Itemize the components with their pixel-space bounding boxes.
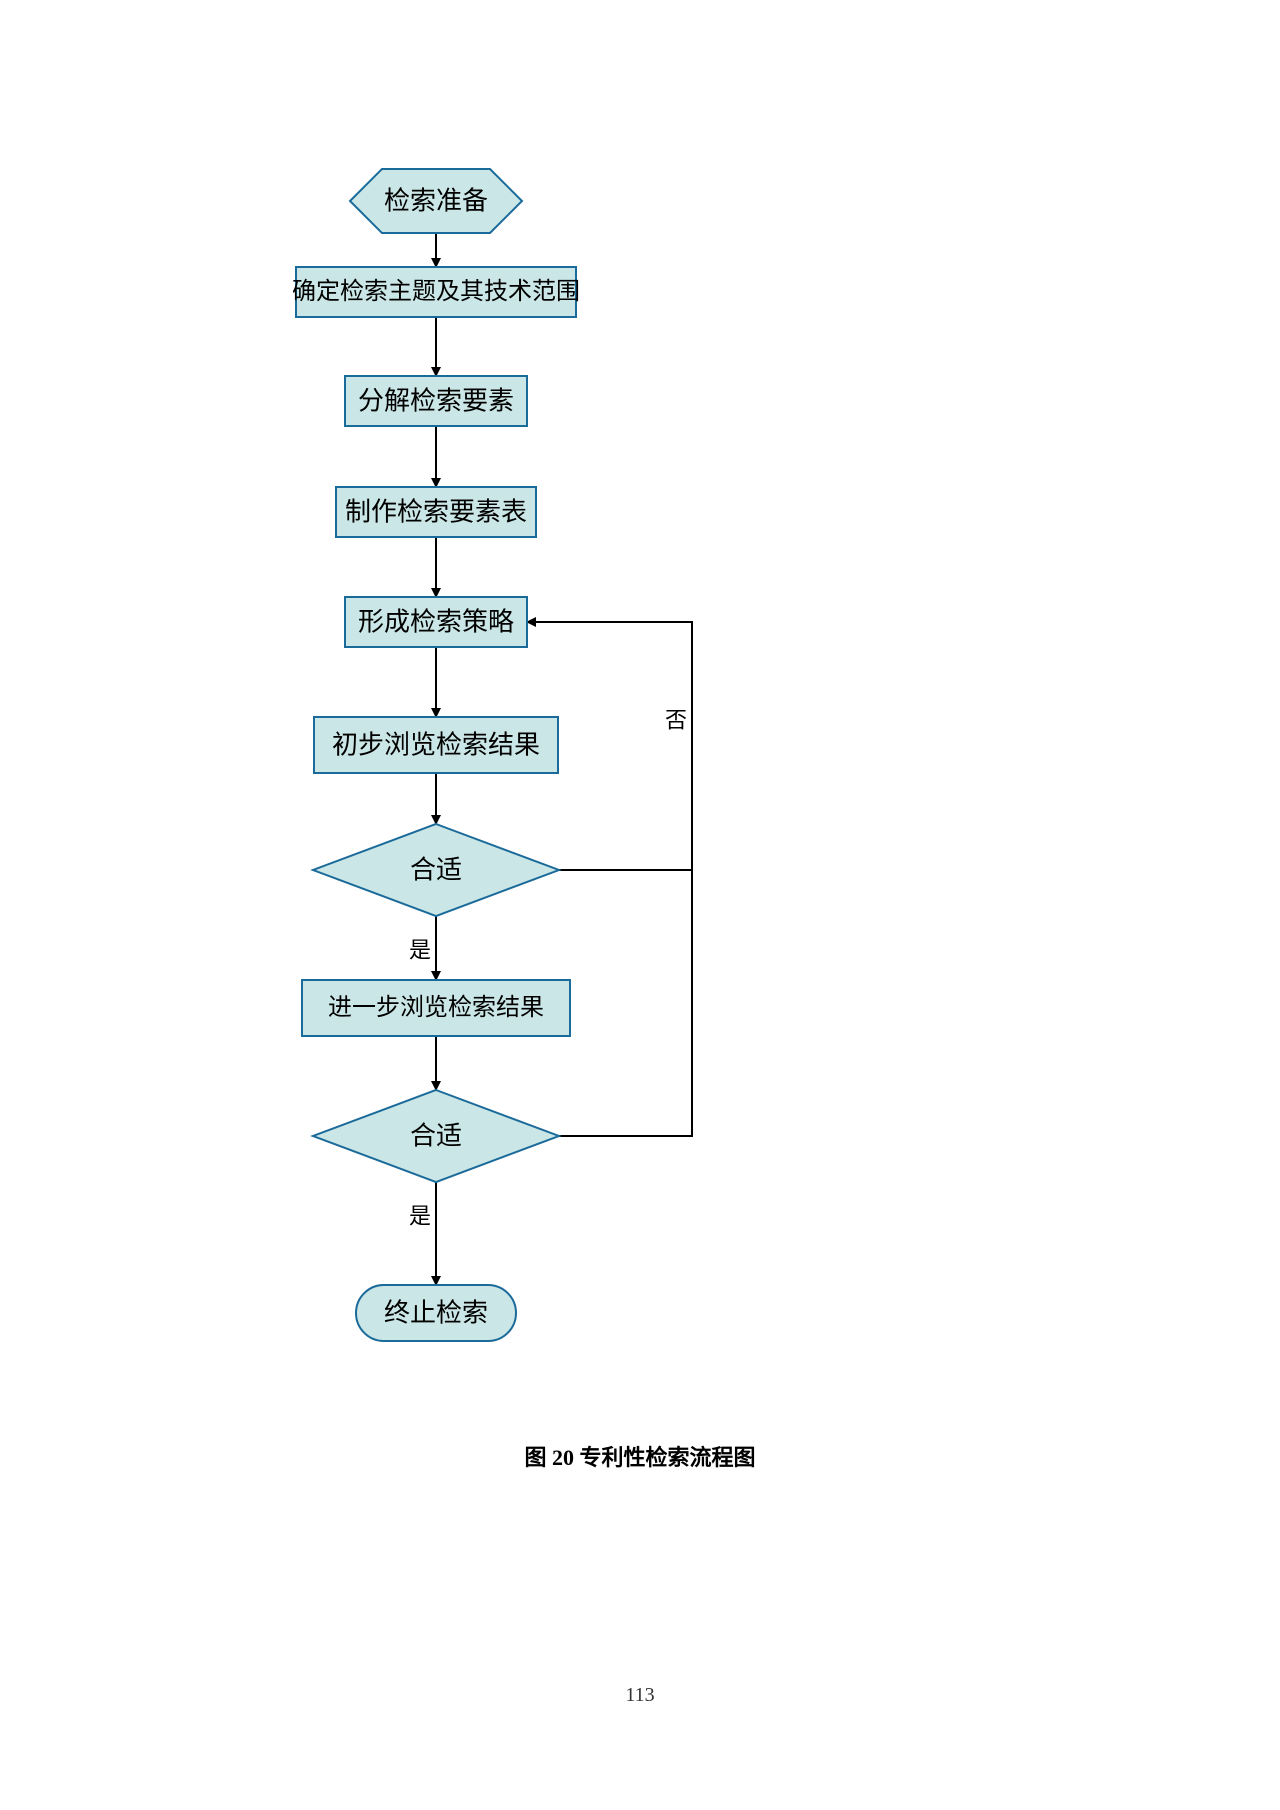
flow-node: 制作检索要素表 <box>336 487 536 537</box>
flow-node: 终止检索 <box>356 1285 516 1341</box>
flowchart-svg: 是是否检索准备确定检索主题及其技术范围分解检索要素制作检索要素表形成检索策略初步… <box>0 0 1280 1810</box>
page-number-text: 113 <box>625 1684 654 1706</box>
flow-node: 确定检索主题及其技术范围 <box>292 267 580 317</box>
flow-node: 形成检索策略 <box>345 597 527 647</box>
node-label: 检索准备 <box>384 187 488 216</box>
edge <box>559 870 692 1136</box>
figure-caption: 图 20 专利性检索流程图 <box>0 1440 1280 1472</box>
node-label: 制作检索要素表 <box>345 498 527 527</box>
node-label: 合适 <box>410 856 462 885</box>
node-label: 初步浏览检索结果 <box>332 731 540 760</box>
flow-node: 合适 <box>313 1090 559 1182</box>
edge-label: 是 <box>409 938 431 963</box>
node-label: 进一步浏览检索结果 <box>328 994 544 1021</box>
figure-caption-text: 图 20 专利性检索流程图 <box>524 1445 755 1470</box>
page-number: 113 <box>0 1684 1280 1707</box>
node-label: 形成检索策略 <box>358 608 514 637</box>
flow-node: 检索准备 <box>350 169 522 233</box>
node-label: 确定检索主题及其技术范围 <box>292 278 580 305</box>
edge-label: 否 <box>665 708 687 733</box>
node-label: 终止检索 <box>384 1299 488 1328</box>
flow-node: 分解检索要素 <box>345 376 527 426</box>
edge-label: 是 <box>409 1204 431 1229</box>
flow-node: 合适 <box>313 824 559 916</box>
node-label: 分解检索要素 <box>358 387 514 416</box>
flow-node: 初步浏览检索结果 <box>314 717 558 773</box>
flow-node: 进一步浏览检索结果 <box>302 980 570 1036</box>
node-label: 合适 <box>410 1122 462 1151</box>
